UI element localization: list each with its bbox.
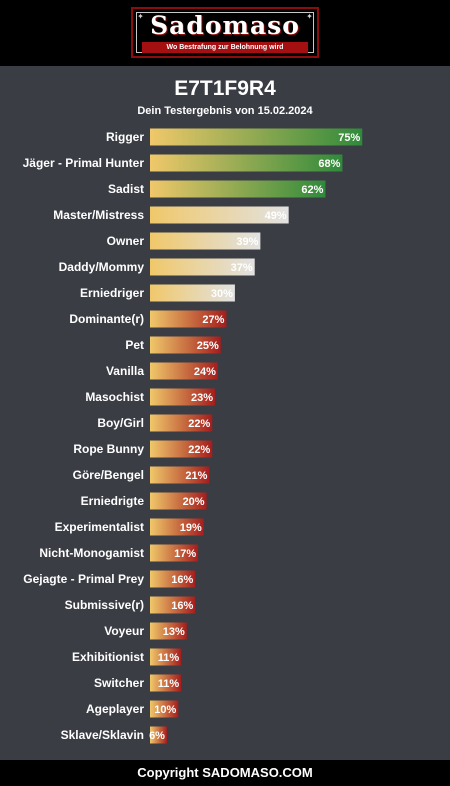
category-label: Exhibitionist: [72, 650, 144, 664]
bar-value-label: 11%: [158, 678, 180, 690]
category-label: Masochist: [85, 390, 144, 404]
result-subtitle: Dein Testergebnis von 15.02.2024: [137, 105, 313, 117]
bar-value-label: 75%: [338, 132, 360, 144]
category-label: Switcher: [94, 676, 144, 690]
bar-value-label: 49%: [265, 210, 287, 222]
result-bar: [150, 518, 204, 536]
result-bar: [150, 128, 363, 146]
logo-text: Sadomaso: [150, 11, 300, 40]
logo[interactable]: ✦ ✦ Sadomaso Wo Bestrafung zur Belohnung…: [131, 7, 319, 58]
result-bar: [150, 726, 167, 744]
bar-value-label: 10%: [154, 704, 176, 716]
category-label: Jäger - Primal Hunter: [23, 156, 145, 170]
category-label: Gejagte - Primal Prey: [23, 572, 144, 586]
category-label: Master/Mistress: [53, 208, 144, 222]
bar-value-label: 21%: [185, 470, 207, 482]
category-label: Ageplayer: [86, 702, 144, 716]
result-bar: [150, 310, 227, 328]
bar-value-label: 68%: [318, 158, 340, 170]
bar-value-label: 30%: [211, 288, 233, 300]
result-bar: [150, 544, 199, 562]
category-label: Voyeur: [104, 624, 144, 638]
bar-value-label: 6%: [149, 730, 165, 742]
bar-value-label: 22%: [188, 444, 210, 456]
result-bar: [150, 492, 207, 510]
result-bar: [150, 414, 213, 432]
category-label: Owner: [107, 234, 145, 248]
footer-copyright[interactable]: Copyright SADOMASO.COM: [0, 760, 450, 786]
header: ✦ ✦ Sadomaso Wo Bestrafung zur Belohnung…: [0, 0, 450, 66]
bar-value-label: 17%: [174, 548, 196, 560]
corner-ornament-icon: ✦: [306, 12, 313, 21]
category-label: Submissive(r): [65, 598, 144, 612]
result-bar-chart: Rigger 75% Jäger - Primal Hunter 68% Sadist 6…: [23, 128, 363, 744]
bar-value-label: 19%: [180, 522, 202, 534]
bar-value-label: 27%: [202, 314, 224, 326]
result-bar: [150, 466, 210, 484]
category-label: Boy/Girl: [97, 416, 144, 430]
bar-value-label: 25%: [197, 340, 219, 352]
category-label: Pet: [125, 338, 144, 352]
result-bar: [150, 258, 255, 276]
result-bar: [150, 622, 187, 640]
bar-value-label: 13%: [163, 626, 185, 638]
result-bar: [150, 154, 343, 172]
category-label: Experimentalist: [55, 520, 144, 534]
logo-tagline: Wo Bestrafung zur Belohnung wird: [142, 42, 308, 53]
result-bar: [150, 362, 218, 380]
category-label: Göre/Bengel: [73, 468, 144, 482]
bar-value-label: 62%: [301, 184, 323, 196]
category-label: Nicht-Monogamist: [39, 546, 144, 560]
bar-value-label: 22%: [188, 418, 210, 430]
result-bar: [150, 336, 221, 354]
result-bar: [150, 700, 179, 718]
category-label: Erniedriger: [80, 286, 144, 300]
result-bar: [150, 388, 216, 406]
result-bar: [150, 440, 213, 458]
bar-value-label: 20%: [183, 496, 205, 508]
result-bar: [150, 674, 182, 692]
result-bar: [150, 648, 182, 666]
category-label: Rigger: [106, 130, 144, 144]
bar-value-label: 39%: [236, 236, 258, 248]
result-bar: [150, 570, 196, 588]
result-bar: [150, 206, 289, 224]
category-label: Daddy/Mommy: [59, 260, 145, 274]
result-bar: [150, 284, 235, 302]
corner-ornament-icon: ✦: [137, 12, 144, 21]
category-label: Sadist: [108, 182, 144, 196]
category-label: Dominante(r): [69, 312, 144, 326]
category-label: Vanilla: [106, 364, 144, 378]
bar-value-label: 16%: [171, 574, 193, 586]
category-label: Rope Bunny: [73, 442, 144, 456]
result-bar: [150, 180, 326, 198]
result-title: E7T1F9R4: [174, 77, 276, 100]
result-bar: [150, 596, 196, 614]
bar-value-label: 24%: [194, 366, 216, 378]
bar-value-label: 37%: [231, 262, 253, 274]
category-label: Sklave/Sklavin: [61, 728, 144, 742]
bar-value-label: 23%: [191, 392, 213, 404]
category-label: Erniedrigte: [81, 494, 145, 508]
bar-value-label: 11%: [158, 652, 180, 664]
result-bar: [150, 232, 261, 250]
bar-value-label: 16%: [171, 600, 193, 612]
